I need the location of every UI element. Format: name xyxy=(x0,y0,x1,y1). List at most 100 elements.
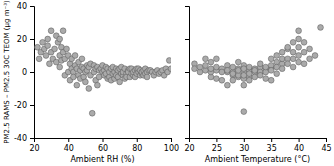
x-tick-mark xyxy=(299,138,300,142)
panel: 20406080100-40-2002040 xyxy=(14,2,179,153)
point xyxy=(197,64,203,70)
y-tick-mark xyxy=(185,105,189,106)
x-axis: 20 40 60 80 100 xyxy=(29,138,179,153)
point xyxy=(117,79,123,85)
y-axis-title: PM2.5 RAMS – PM2.5 30C TEOM (μg m⁻³) xyxy=(3,0,11,144)
x-tick-label: 40 xyxy=(294,144,304,153)
point xyxy=(47,61,53,67)
point xyxy=(53,59,59,65)
point xyxy=(86,86,92,92)
x-tick-mark xyxy=(216,138,217,142)
point xyxy=(296,53,302,59)
point xyxy=(192,66,198,72)
x-tick-label: 35 xyxy=(267,144,277,153)
point xyxy=(290,56,296,62)
point xyxy=(257,72,263,78)
point xyxy=(52,46,58,52)
point xyxy=(241,109,247,115)
point xyxy=(219,77,225,83)
x-tick-label: 60 xyxy=(98,144,108,153)
point xyxy=(318,25,324,31)
point xyxy=(290,39,296,45)
x-tick-mark xyxy=(68,138,69,142)
x-axis-title: Ambient RH (%) xyxy=(70,155,134,164)
point xyxy=(214,76,220,82)
x-tick-label: 40 xyxy=(64,144,74,153)
point xyxy=(279,49,285,55)
y-tick xyxy=(185,105,189,106)
point xyxy=(203,56,209,62)
points xyxy=(192,25,324,115)
point xyxy=(230,71,236,77)
x-tick: 40 xyxy=(64,138,74,153)
y-tick-label: 40 xyxy=(17,2,27,11)
y-tick: 20 xyxy=(17,35,34,44)
point xyxy=(79,56,85,62)
point xyxy=(279,56,285,62)
point xyxy=(45,36,51,42)
x-tick: 45 xyxy=(321,138,331,153)
point xyxy=(285,61,291,67)
point xyxy=(230,77,236,83)
point xyxy=(71,74,77,80)
point xyxy=(89,110,95,116)
point xyxy=(214,56,220,62)
y-axis-line xyxy=(185,7,190,139)
point xyxy=(166,58,171,64)
point xyxy=(290,64,296,70)
x-tick: 30 xyxy=(239,138,249,153)
point xyxy=(35,44,41,50)
y-tick-mark xyxy=(185,6,189,7)
x-tick: 20 xyxy=(29,138,39,153)
y-tick: -20 xyxy=(14,101,34,110)
x-tick-label: 30 xyxy=(239,144,249,153)
x-axis-line xyxy=(35,139,172,143)
x-tick: 25 xyxy=(212,138,222,153)
point xyxy=(64,46,70,52)
point xyxy=(36,56,42,62)
y-tick xyxy=(185,72,189,73)
y-tick-mark xyxy=(185,72,189,73)
y-tick-mark xyxy=(30,72,34,73)
y-tick-label: 20 xyxy=(17,35,27,44)
y-tick xyxy=(185,39,189,40)
y-tick-mark xyxy=(30,138,34,139)
point xyxy=(263,64,269,70)
point xyxy=(48,28,54,34)
y-tick-mark xyxy=(185,138,189,139)
points xyxy=(35,28,171,116)
point xyxy=(290,49,296,55)
x-tick: 100 xyxy=(164,138,179,153)
point xyxy=(296,36,302,42)
x-tick: 60 xyxy=(98,138,108,153)
point xyxy=(57,64,63,70)
x-tick-label: 80 xyxy=(132,144,142,153)
point xyxy=(246,64,252,70)
point xyxy=(94,82,100,88)
point xyxy=(301,49,307,55)
chart: 20406080100-40-2002040Ambient RH (%)PM2.… xyxy=(0,0,334,166)
x-axis-line xyxy=(190,139,327,143)
point xyxy=(296,44,302,50)
y-tick-label: -20 xyxy=(14,101,27,110)
point xyxy=(144,74,150,80)
point xyxy=(208,66,214,72)
point xyxy=(307,56,313,62)
y-tick-mark xyxy=(185,39,189,40)
point xyxy=(208,59,214,65)
y-tick: 0 xyxy=(22,68,34,77)
x-tick-mark xyxy=(244,138,245,142)
point xyxy=(263,76,269,82)
y-axis-line xyxy=(30,7,35,139)
point xyxy=(274,64,280,70)
point xyxy=(219,69,225,75)
panel: 20 25 30 35 40 45 xyxy=(184,7,331,153)
x-tick: 20 xyxy=(184,138,194,153)
point xyxy=(203,63,209,69)
point xyxy=(268,77,274,83)
x-tick-label: 20 xyxy=(184,144,194,153)
x-tick-label: 20 xyxy=(29,144,39,153)
point xyxy=(274,71,280,77)
y-axis: -40-2002040 xyxy=(14,2,35,143)
x-axis-title: Ambient Temperature (°C) xyxy=(205,155,310,164)
